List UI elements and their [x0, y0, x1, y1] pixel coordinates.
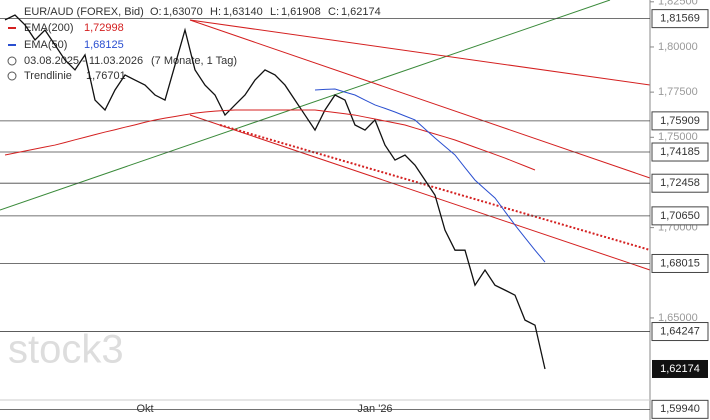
legend-name: EMA(200) [24, 22, 74, 34]
y-tick-label: 1,65000 [658, 312, 698, 324]
level-box [651, 322, 709, 342]
trendline [0, 0, 611, 211]
icon [7, 71, 17, 81]
legend-value: 1,68125 [84, 39, 124, 51]
header: EUR/AUD (FOREX, Bid) O: 1,63070 H: 1,631… [7, 6, 381, 82]
x-tick-label: Jan '26 [357, 403, 392, 415]
ohlc-key: O: [150, 6, 162, 18]
series-line [4, 14, 546, 370]
x-tick-label: Okt [136, 403, 153, 415]
level-label: 1,68015 [660, 257, 700, 269]
ohlc-key: L: [270, 6, 279, 18]
trendline [219, 124, 651, 251]
legend-name: EMA(50) [24, 39, 67, 51]
icon [7, 56, 17, 66]
last-label: 1,62174 [660, 363, 700, 375]
level-box [651, 399, 709, 419]
date-range: 03.08.2025 - 11.03.2026 [24, 55, 143, 67]
level-box [651, 142, 709, 162]
duration: (7 Monate, 1 Tag) [151, 55, 237, 67]
legend-value: 1,72998 [84, 22, 124, 34]
level-box [651, 9, 709, 29]
ohlc-key: H: [210, 6, 221, 18]
level-label: 1,70650 [660, 210, 700, 222]
ohlc-value: 1,63070 [163, 6, 203, 18]
level-box [651, 173, 709, 193]
watermark: stock3 [8, 328, 124, 372]
ohlc-value: 1,63140 [223, 6, 263, 18]
level-label: 1,72458 [660, 177, 700, 189]
ohlc-value: 1,62174 [341, 6, 381, 18]
level-box [651, 206, 709, 226]
y-tick-label: 1,80000 [658, 41, 698, 53]
level-box [651, 111, 709, 131]
trendlines [0, 0, 651, 271]
last-box [652, 359, 708, 378]
y-tick-label: 1,75000 [658, 131, 698, 143]
trendline-name: Trendlinie [24, 70, 72, 82]
series-line [4, 109, 536, 171]
level-label: 1,74185 [660, 146, 700, 158]
trendline-value: 1,76701 [86, 70, 126, 82]
y-tick-label: 1,77500 [658, 86, 698, 98]
level-label: 1,59940 [660, 403, 700, 415]
instrument: EUR/AUD (FOREX, Bid) [24, 6, 144, 18]
level-label: 1,75909 [660, 115, 700, 127]
ohlc-value: 1,61908 [281, 6, 321, 18]
y-tick-label: 1,82500 [658, 0, 698, 8]
level-label: 1,64247 [660, 325, 700, 337]
ohlc-key: C: [328, 6, 339, 18]
trendline [189, 114, 651, 271]
level-box [651, 253, 709, 273]
level-label: 1,81569 [660, 13, 700, 25]
series-line [314, 88, 546, 263]
trendline [189, 19, 651, 86]
